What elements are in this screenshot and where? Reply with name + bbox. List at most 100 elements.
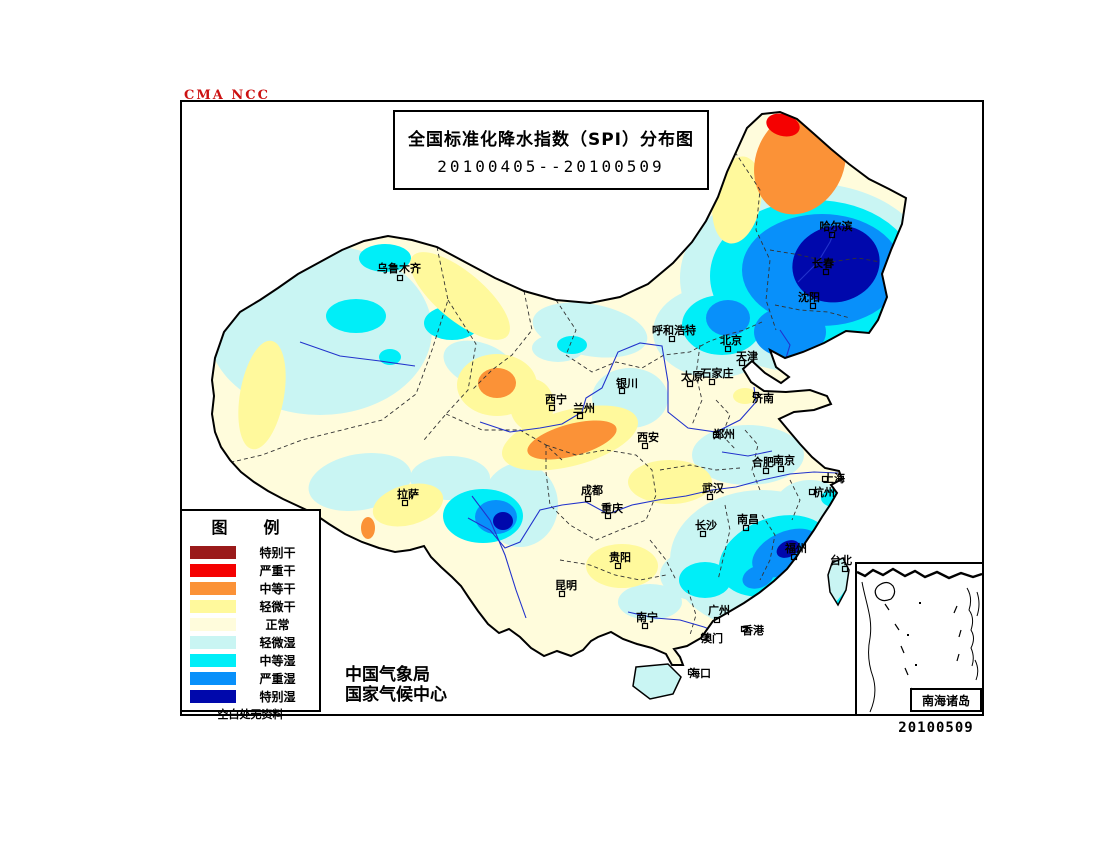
city-marker	[396, 274, 404, 282]
city-label: 拉萨	[397, 487, 419, 501]
agency-line2: 国家气候中心	[345, 685, 447, 705]
spi-region-w4	[792, 225, 880, 303]
city-marker	[740, 625, 748, 633]
spi-region-d1	[733, 388, 757, 404]
city-marker	[808, 488, 816, 496]
legend-swatch	[190, 635, 236, 649]
city-label: 兰州	[573, 401, 595, 415]
legend-box: 图 例 特别干 严重干 中等干 轻微干 正常 轻微湿 中等湿 严重湿 特别湿 空白处无资料	[180, 509, 321, 721]
legend-label: 特别干	[259, 545, 296, 560]
city-label: 沈阳	[798, 290, 820, 304]
city-label: 济南	[752, 391, 774, 405]
city-marker	[548, 404, 556, 412]
legend-item: 严重干	[182, 561, 319, 579]
city-label: 澳门	[701, 631, 723, 645]
legend-footnote: 空白处无资料	[217, 708, 284, 721]
city-marker	[821, 475, 829, 483]
inset-islands-east	[974, 591, 980, 681]
legend-item: 中等干	[182, 579, 319, 597]
city-label: 香港	[741, 623, 765, 637]
city-label: 哈尔滨	[820, 219, 853, 233]
inset-islet-dot	[907, 634, 909, 636]
legend-swatch	[190, 599, 236, 613]
legend-label: 轻微干	[259, 599, 296, 614]
spi-region-d1	[586, 544, 658, 588]
city-label: 天津	[736, 349, 758, 363]
city-marker	[762, 467, 770, 475]
spi-region-w4	[493, 512, 513, 530]
inset-philippines-coast	[966, 587, 974, 667]
city-label: 太原	[680, 369, 703, 383]
city-marker	[576, 412, 584, 420]
city-label: 呼和浩特	[652, 323, 696, 337]
city-label: 杭州	[813, 485, 835, 499]
city-marker	[738, 359, 746, 367]
map-date-range: 20100405--20100509	[437, 157, 665, 176]
agency-line1: 中国气象局	[345, 665, 430, 685]
cma-ncc-watermark: CMA NCC	[184, 88, 270, 103]
city-marker	[641, 442, 649, 450]
city-marker	[708, 378, 716, 386]
city-marker	[604, 512, 612, 520]
legend-label: 中等干	[259, 581, 296, 596]
city-label: 长春	[812, 256, 835, 270]
spi-region-d1	[238, 340, 286, 450]
city-label: 西宁	[545, 392, 567, 406]
city-marker	[699, 530, 707, 538]
spi-region-w4	[776, 540, 800, 558]
spi-region-d1	[410, 252, 510, 340]
legend-label: 轻微湿	[259, 635, 296, 650]
spi-region-w2	[359, 244, 411, 272]
inset-hainan-island	[874, 581, 896, 602]
city-label: 合肥	[752, 455, 774, 469]
city-marker	[668, 335, 676, 343]
spi-region-d1	[628, 460, 712, 504]
city-marker	[614, 562, 622, 570]
legend-label: 严重干	[259, 563, 296, 578]
city-marker	[712, 431, 720, 439]
city-marker	[687, 668, 695, 676]
date-stamp: 20100509	[898, 720, 974, 736]
spi-region-w3	[706, 300, 750, 336]
inset-islet-dot	[919, 602, 921, 604]
city-marker	[790, 553, 798, 561]
inset-vietnam-coast	[861, 581, 876, 713]
legend-swatch	[190, 581, 236, 595]
city-label: 武汉	[702, 481, 725, 495]
city-marker	[700, 633, 708, 641]
spi-region-w2	[557, 336, 587, 354]
inset-coast-north	[856, 567, 983, 580]
city-label: 福州	[784, 541, 807, 555]
city-label: 北京	[720, 333, 742, 347]
agency-signature: 中国气象局 国家气候中心	[345, 665, 447, 705]
legend-item: 轻微湿	[182, 633, 319, 651]
city-marker	[822, 268, 830, 276]
spi-region-w1	[618, 584, 682, 620]
city-label: 南昌	[737, 512, 759, 526]
legend-label: 正常	[265, 617, 290, 632]
city-label: 昆明	[555, 579, 577, 592]
legend-swatch	[190, 671, 236, 685]
city-marker	[809, 302, 817, 310]
legend-item: 严重湿	[182, 669, 319, 687]
spi-region-w3	[742, 565, 774, 589]
map-title: 全国标准化降水指数（SPI）分布图	[407, 130, 695, 150]
legend-label: 严重湿	[259, 671, 296, 686]
legend-swatch	[190, 653, 236, 667]
map-title-box: 全国标准化降水指数（SPI）分布图 20100405--20100509	[393, 110, 709, 190]
legend-item: 特别湿	[182, 687, 319, 705]
city-label: 长沙	[695, 518, 717, 532]
city-marker	[584, 495, 592, 503]
city-marker	[401, 499, 409, 507]
city-marker	[618, 387, 626, 395]
south-china-sea-inset: 南海诸岛	[855, 562, 984, 716]
province-borders	[231, 151, 881, 636]
city-marker	[706, 493, 714, 501]
legend-swatch	[190, 545, 236, 559]
national-border	[210, 110, 908, 700]
spi-region-w2	[379, 349, 401, 365]
spi-region-d2	[478, 368, 516, 398]
